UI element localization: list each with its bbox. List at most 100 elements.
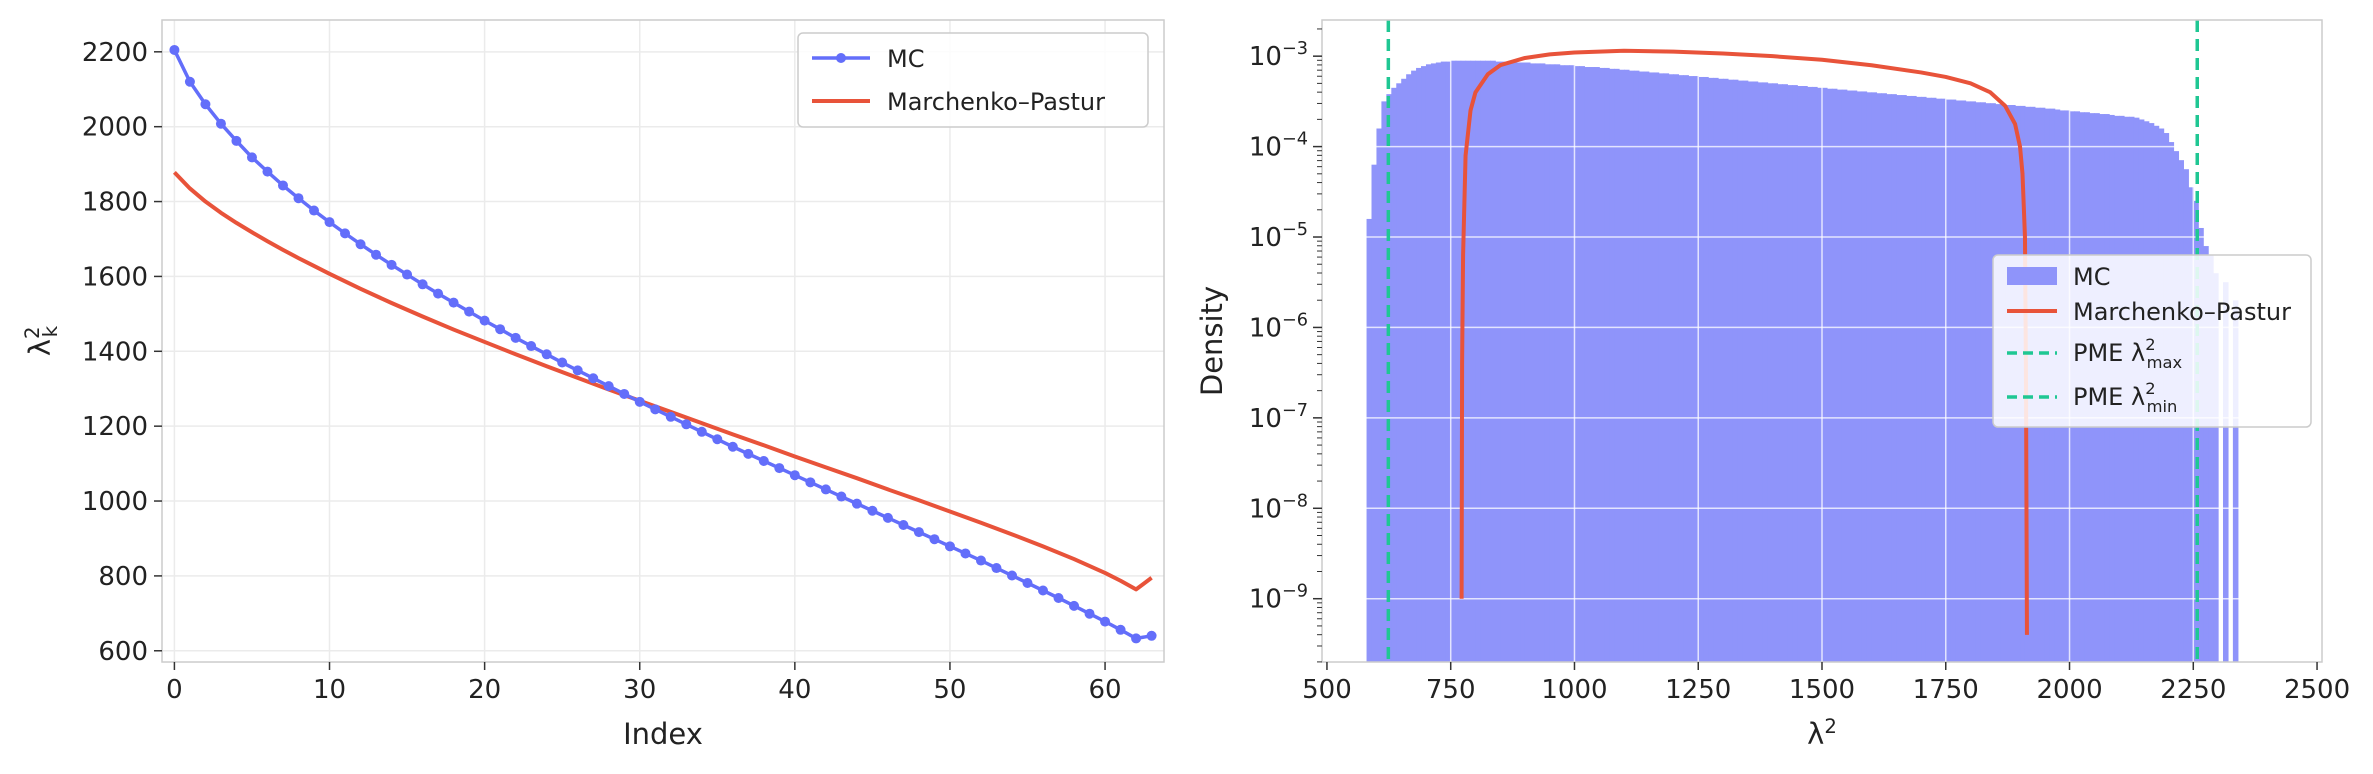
data-point-mc bbox=[169, 44, 180, 55]
x-tick-label: 60 bbox=[1089, 675, 1122, 705]
data-point-mc bbox=[184, 76, 195, 87]
histogram-bar bbox=[1401, 78, 1407, 662]
histogram-bar bbox=[1683, 75, 1689, 663]
data-point-mc bbox=[774, 463, 785, 474]
histogram-bar bbox=[1559, 65, 1566, 663]
histogram-bar bbox=[1916, 96, 1922, 663]
histogram-bar bbox=[1688, 76, 1694, 663]
histogram-bar bbox=[2198, 227, 2204, 662]
histogram-bar bbox=[1505, 61, 1511, 663]
y-tick-label: 10−9 bbox=[1249, 582, 1308, 615]
data-point-mc bbox=[1053, 592, 1064, 603]
y-tick-label: 10−8 bbox=[1249, 491, 1308, 524]
data-point-mc bbox=[898, 519, 909, 530]
histogram-bar bbox=[1831, 88, 1838, 662]
histogram-bar bbox=[1579, 66, 1585, 663]
x-tick-label: 10 bbox=[313, 675, 346, 705]
histogram-bar bbox=[1475, 60, 1482, 663]
histogram-bar bbox=[1495, 61, 1501, 663]
histogram-bar bbox=[1802, 86, 1808, 663]
histogram-bar bbox=[1817, 87, 1823, 663]
histogram-bar bbox=[1638, 71, 1645, 663]
y-tick-label: 800 bbox=[98, 562, 148, 592]
data-point-mc bbox=[867, 505, 878, 516]
data-point-mc bbox=[417, 279, 428, 290]
histogram-bar bbox=[1643, 71, 1650, 663]
y-tick-label: 2200 bbox=[82, 38, 148, 68]
data-point-mc bbox=[200, 99, 211, 110]
histogram-bar bbox=[1881, 93, 1887, 663]
histogram-bar bbox=[1416, 67, 1422, 662]
histogram-bar bbox=[1871, 92, 1878, 663]
histogram-bar bbox=[1955, 100, 1962, 662]
y-tick-label: 2000 bbox=[82, 113, 148, 143]
histogram-bar bbox=[1623, 69, 1630, 662]
legend-label-pme-min: PME λ2 min bbox=[2073, 379, 2177, 416]
data-point-mc bbox=[727, 441, 738, 452]
histogram-bar bbox=[1366, 218, 1373, 663]
histogram-bar bbox=[1822, 87, 1828, 663]
histogram-bar bbox=[1866, 92, 1873, 663]
data-point-mc bbox=[293, 193, 304, 204]
y-tick-label: 1000 bbox=[82, 487, 148, 517]
histogram-bar bbox=[1554, 64, 1561, 662]
x-tick-label: 1500 bbox=[1789, 675, 1855, 705]
legend-label-pme-max: PME λ2 max bbox=[2073, 335, 2182, 372]
histogram-bar bbox=[1371, 164, 1378, 662]
x-axis-label: λ2 bbox=[1807, 715, 1837, 751]
data-point-mc bbox=[882, 512, 893, 523]
histogram-bar bbox=[1614, 68, 1620, 662]
histogram-bar bbox=[1584, 67, 1590, 663]
data-point-mc bbox=[851, 498, 862, 509]
data-point-mc bbox=[712, 434, 723, 445]
data-point-mc bbox=[650, 404, 661, 415]
histogram-bar bbox=[1940, 98, 1947, 662]
data-point-mc bbox=[386, 259, 397, 270]
histogram-bar bbox=[1975, 102, 1982, 663]
histogram-bar bbox=[1713, 77, 1719, 662]
histogram-bar bbox=[1742, 80, 1749, 662]
data-point-mc bbox=[758, 455, 769, 466]
data-point-mc bbox=[340, 228, 351, 239]
histogram-bar bbox=[2203, 246, 2209, 662]
histogram-bar bbox=[1767, 83, 1774, 662]
histogram-bar bbox=[1445, 61, 1452, 663]
histogram-bar bbox=[1693, 76, 1699, 663]
data-point-mc bbox=[603, 381, 614, 392]
histogram-bar bbox=[1564, 65, 1571, 663]
histogram-bar bbox=[1653, 72, 1660, 662]
data-point-mc bbox=[277, 180, 288, 191]
plot-frame bbox=[161, 19, 1165, 663]
data-point-mc bbox=[262, 166, 273, 177]
data-point-mc bbox=[1100, 616, 1111, 627]
histogram-bar bbox=[1980, 102, 1986, 663]
data-point-mc bbox=[1006, 570, 1017, 581]
y-axis-label: Density bbox=[1195, 286, 1229, 396]
x-tick-label: 20 bbox=[468, 675, 501, 705]
histogram-bar bbox=[1698, 76, 1704, 663]
histogram-bar bbox=[1782, 84, 1788, 662]
data-point-mc bbox=[572, 365, 583, 376]
data-point-mc bbox=[526, 341, 537, 352]
histogram-bar bbox=[1421, 66, 1427, 663]
y-tick-label: 10−3 bbox=[1249, 39, 1308, 72]
histogram-bar bbox=[1901, 95, 1907, 662]
histogram-bar bbox=[1633, 70, 1640, 663]
histogram-bar bbox=[1935, 98, 1942, 662]
histogram-bar bbox=[1708, 77, 1714, 662]
data-point-mc bbox=[1084, 608, 1095, 619]
histogram-bar bbox=[1876, 93, 1883, 663]
legend-marker-mc bbox=[836, 53, 846, 63]
histogram-bar bbox=[1678, 75, 1684, 663]
x-tick-label: 1250 bbox=[1665, 675, 1731, 705]
data-point-mc bbox=[696, 426, 707, 437]
legend-box bbox=[797, 32, 1149, 128]
histogram-bar bbox=[1970, 101, 1977, 663]
data-point-mc bbox=[464, 306, 475, 317]
histogram-bar bbox=[1930, 97, 1937, 663]
data-point-mc bbox=[960, 548, 971, 559]
data-point-mc bbox=[309, 205, 320, 216]
x-tick-label: 750 bbox=[1426, 675, 1476, 705]
histogram-bar bbox=[1376, 128, 1383, 662]
data-point-mc bbox=[1131, 633, 1142, 644]
